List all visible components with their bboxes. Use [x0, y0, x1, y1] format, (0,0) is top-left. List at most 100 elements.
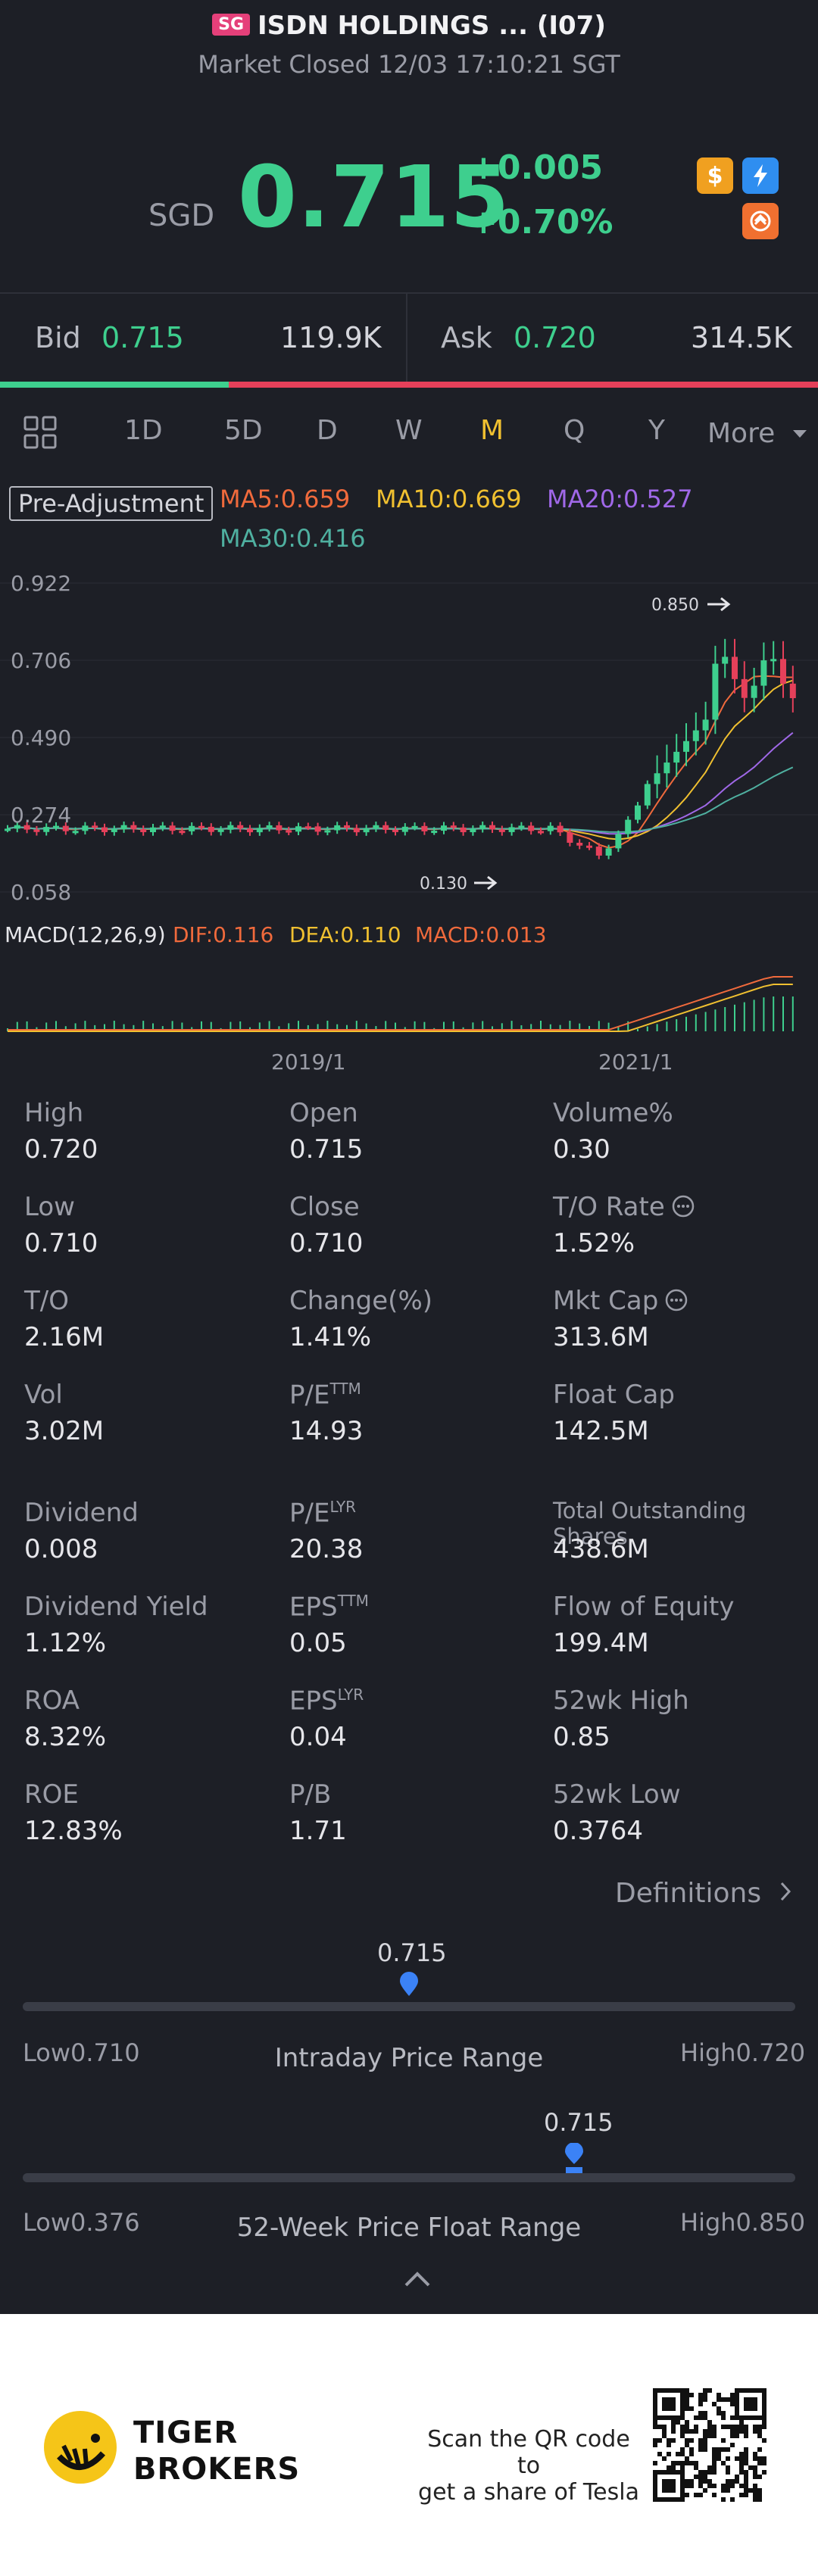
candle-body: [324, 830, 331, 833]
tab-m[interactable]: M: [480, 415, 504, 446]
stat-label-text: Change(%): [289, 1286, 433, 1316]
intraday-range-track: [23, 2002, 795, 2011]
candle-body: [256, 828, 263, 833]
candle-body: [557, 825, 564, 833]
ask-price: 0.720: [514, 321, 596, 354]
candle-body: [732, 656, 738, 679]
exchange-icon[interactable]: [742, 203, 779, 239]
y-tick-4: 0.058: [11, 880, 71, 905]
candle-body: [23, 825, 30, 830]
stat-label-text: EPS: [289, 1686, 338, 1717]
stat-label: Mkt Cap: [553, 1286, 688, 1319]
candle-body: [770, 659, 777, 662]
candle-body: [72, 831, 79, 834]
stat-label-text: Open: [289, 1098, 358, 1128]
candle-body: [353, 828, 360, 833]
pre-adjustment-button[interactable]: Pre-Adjustment: [9, 486, 214, 521]
stat-label: Volume%: [553, 1098, 673, 1128]
stat-value: 3.02M: [24, 1416, 105, 1446]
candle-body: [508, 827, 515, 832]
candle-body: [683, 741, 689, 752]
last-price: 0.715: [238, 148, 510, 247]
bid-label: Bid: [35, 321, 81, 354]
stat-label: Close: [289, 1192, 360, 1222]
definitions-link[interactable]: Definitions: [615, 1878, 791, 1909]
stat-label: P/ETTM: [289, 1380, 361, 1410]
stat-value: 0.85: [553, 1722, 610, 1752]
market-status: Market Closed 12/03 17:10:21 SGT: [198, 50, 620, 79]
week52-range-track: [23, 2173, 795, 2182]
stat-label-text: Mkt Cap: [553, 1286, 659, 1316]
candle-body: [460, 827, 467, 833]
candle-body: [111, 829, 117, 832]
candle-body: [586, 845, 592, 848]
price-chart[interactable]: 0.922 0.706 0.490 0.274 0.058 0.850 0.13…: [0, 560, 818, 1075]
lightning-icon[interactable]: [742, 157, 779, 194]
tab-q[interactable]: Q: [564, 415, 585, 446]
stat-label-sup: TTM: [337, 1592, 369, 1610]
stat-label-text: T/O: [24, 1286, 69, 1316]
stat-value: 2.16M: [24, 1322, 105, 1352]
stat-label: Dividend: [24, 1498, 139, 1528]
ma-line: [7, 766, 794, 833]
stat-label-text: Float Cap: [553, 1380, 675, 1410]
stat-value: 0.05: [289, 1628, 347, 1658]
info-more-icon[interactable]: [671, 1194, 695, 1225]
stat-label-sup: TTM: [329, 1380, 361, 1398]
ma-line: [7, 731, 794, 835]
ma30-label: MA30:0.416: [220, 524, 366, 553]
y-tick-3: 0.274: [11, 803, 71, 828]
chevron-down-icon: [791, 415, 808, 446]
candle-body: [692, 730, 699, 741]
stat-label-text: High: [24, 1098, 84, 1128]
tab-5d[interactable]: 5D: [224, 415, 263, 446]
stock-title: SG ISDN HOLDINGS ... (I07): [0, 11, 818, 41]
week52-low: Low0.376: [23, 2208, 140, 2237]
candle-body: [344, 825, 350, 828]
collapse-chevron-up-icon[interactable]: [403, 2270, 432, 2291]
stat-value: 0.715: [289, 1134, 364, 1165]
candle-body: [518, 825, 525, 828]
stat-value: 14.93: [289, 1416, 364, 1446]
candle-body: [62, 825, 69, 831]
stat-label-text: 52wk Low: [553, 1779, 681, 1810]
stat-label-sup: LYR: [329, 1498, 357, 1516]
candle-body: [33, 829, 40, 832]
candle-body: [276, 825, 283, 831]
candle-body: [179, 831, 186, 834]
dollar-icon[interactable]: $: [697, 157, 733, 194]
candle-body: [150, 827, 156, 833]
tab-w[interactable]: W: [395, 415, 423, 446]
info-more-icon[interactable]: [664, 1288, 688, 1319]
tab-y[interactable]: Y: [648, 415, 665, 446]
candle-body: [741, 678, 748, 698]
stat-value: 0.3764: [553, 1816, 643, 1846]
stat-label: T/O: [24, 1286, 69, 1316]
stat-label-text: P/E: [289, 1380, 330, 1411]
bid-ask-panel: [0, 292, 818, 382]
stat-label: ROE: [24, 1779, 79, 1810]
candle-body: [130, 825, 137, 829]
stat-label: High: [24, 1098, 83, 1128]
candle-body: [789, 683, 796, 699]
y-tick-1: 0.706: [11, 648, 71, 673]
candle-body: [304, 826, 311, 829]
stat-label: 52wk Low: [553, 1779, 681, 1810]
candle-body: [702, 719, 709, 731]
tab-more[interactable]: More: [707, 415, 808, 449]
high-arrow-icon: [707, 597, 731, 612]
layout-grid-icon[interactable]: [23, 415, 58, 450]
brand-name-line2: BROKERS: [133, 2452, 301, 2487]
stat-label-text: Vol: [24, 1380, 63, 1410]
candle-body: [712, 663, 719, 720]
x-tick-1: 2021/1: [598, 1049, 673, 1074]
stat-value: 142.5M: [553, 1416, 649, 1446]
tab-1d[interactable]: 1D: [124, 415, 163, 446]
qr-code: [653, 2388, 766, 2502]
stat-label-text: Dividend: [24, 1498, 139, 1528]
stat-value: 20.38: [289, 1534, 364, 1564]
stat-label-text: P/B: [289, 1779, 332, 1810]
price-change-pct: +0.70%: [470, 203, 614, 242]
candle-body: [5, 828, 11, 831]
tab-d[interactable]: D: [317, 415, 338, 446]
